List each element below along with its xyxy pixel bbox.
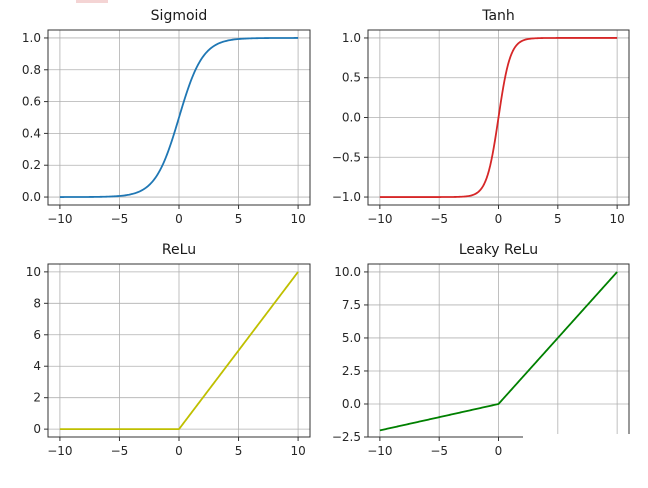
subplot-title: Sigmoid (151, 8, 208, 24)
subplot-title: Tanh (481, 8, 515, 24)
y-tick-label: 0.6 (22, 95, 41, 109)
y-tick-label: 0.2 (22, 158, 41, 172)
x-tick-label: 0 (495, 212, 503, 226)
x-tick-label: 0 (175, 444, 183, 458)
x-tick-label: −10 (47, 212, 72, 226)
function-curve (59, 271, 299, 431)
subplot-tanh: −10 −5 0 5 10 −1.0 −0.5 0.0 0.5 1.0 Tanh (332, 8, 630, 226)
x-tick-label: 0 (495, 444, 503, 458)
y-tick-label: 6 (33, 328, 41, 342)
y-tick-label: 8 (33, 296, 41, 310)
subplot-relu: −10 −5 0 5 10 0 2 4 6 8 10 ReLu (26, 242, 311, 458)
x-tick-label: 0 (175, 212, 183, 226)
x-tick-label: −5 (430, 212, 448, 226)
x-tick-label: 5 (554, 212, 562, 226)
subplot-sigmoid: −10 −5 0 5 10 0.0 0.2 0.4 0.6 0.8 1.0 Sigmoid (22, 8, 311, 226)
x-tick-label: 5 (235, 444, 243, 458)
y-tick-label: 0.5 (342, 71, 361, 85)
subplot-leaky-relu: −10 −5 0 −2.5 0.0 2.5 5.0 7.5 10.0 Leaky ReLu (332, 242, 630, 458)
x-tick-label: −10 (367, 444, 392, 458)
y-tick-label: 2 (33, 391, 41, 405)
y-tick-label: 0.4 (22, 126, 41, 140)
y-tick-label: −1.0 (332, 190, 361, 204)
y-tick-label: 0.0 (342, 397, 361, 411)
subplot-title: Leaky ReLu (459, 242, 538, 258)
x-tick-label: 10 (290, 212, 305, 226)
x-tick-label: −5 (111, 444, 129, 458)
top-artifact (76, 0, 108, 3)
x-tick-label: −5 (430, 444, 448, 458)
y-tick-label: 10 (26, 265, 41, 279)
y-tick-label: 1.0 (342, 31, 361, 45)
y-tick-label: 10.0 (334, 265, 361, 279)
occlusion-smudge (523, 434, 643, 488)
x-tick-label: −10 (367, 212, 392, 226)
function-curve (379, 37, 618, 198)
x-tick-label: 10 (609, 212, 624, 226)
y-tick-label: 4 (33, 359, 41, 373)
y-tick-label: 7.5 (342, 298, 361, 312)
x-tick-label: −10 (47, 444, 72, 458)
subplot-title: ReLu (162, 242, 196, 258)
y-tick-label: 1.0 (22, 31, 41, 45)
y-tick-label: 0.0 (342, 111, 361, 125)
y-tick-label: 2.5 (342, 364, 361, 378)
y-tick-label: −0.5 (332, 150, 361, 164)
y-tick-label: −2.5 (332, 430, 361, 444)
y-tick-label: 0.8 (22, 63, 41, 77)
x-tick-label: 10 (290, 444, 305, 458)
x-tick-label: −5 (111, 212, 129, 226)
y-tick-label: 0 (33, 422, 41, 436)
y-tick-label: 5.0 (342, 331, 361, 345)
function-curve (379, 271, 618, 432)
function-curve (59, 37, 299, 198)
y-tick-label: 0.0 (22, 190, 41, 204)
x-tick-label: 5 (235, 212, 243, 226)
